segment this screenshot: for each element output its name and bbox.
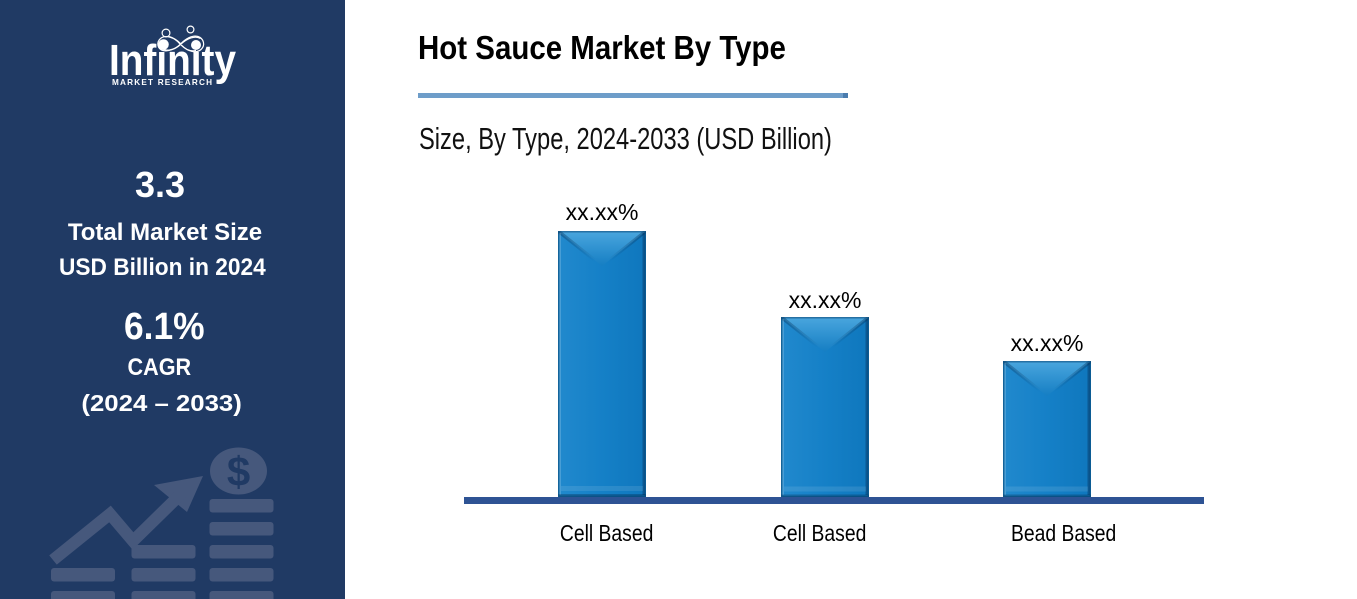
svg-text:MARKET RESEARCH: MARKET RESEARCH (112, 78, 213, 87)
svg-text:Infinity: Infinity (109, 36, 236, 85)
svg-text:$: $ (227, 448, 250, 495)
